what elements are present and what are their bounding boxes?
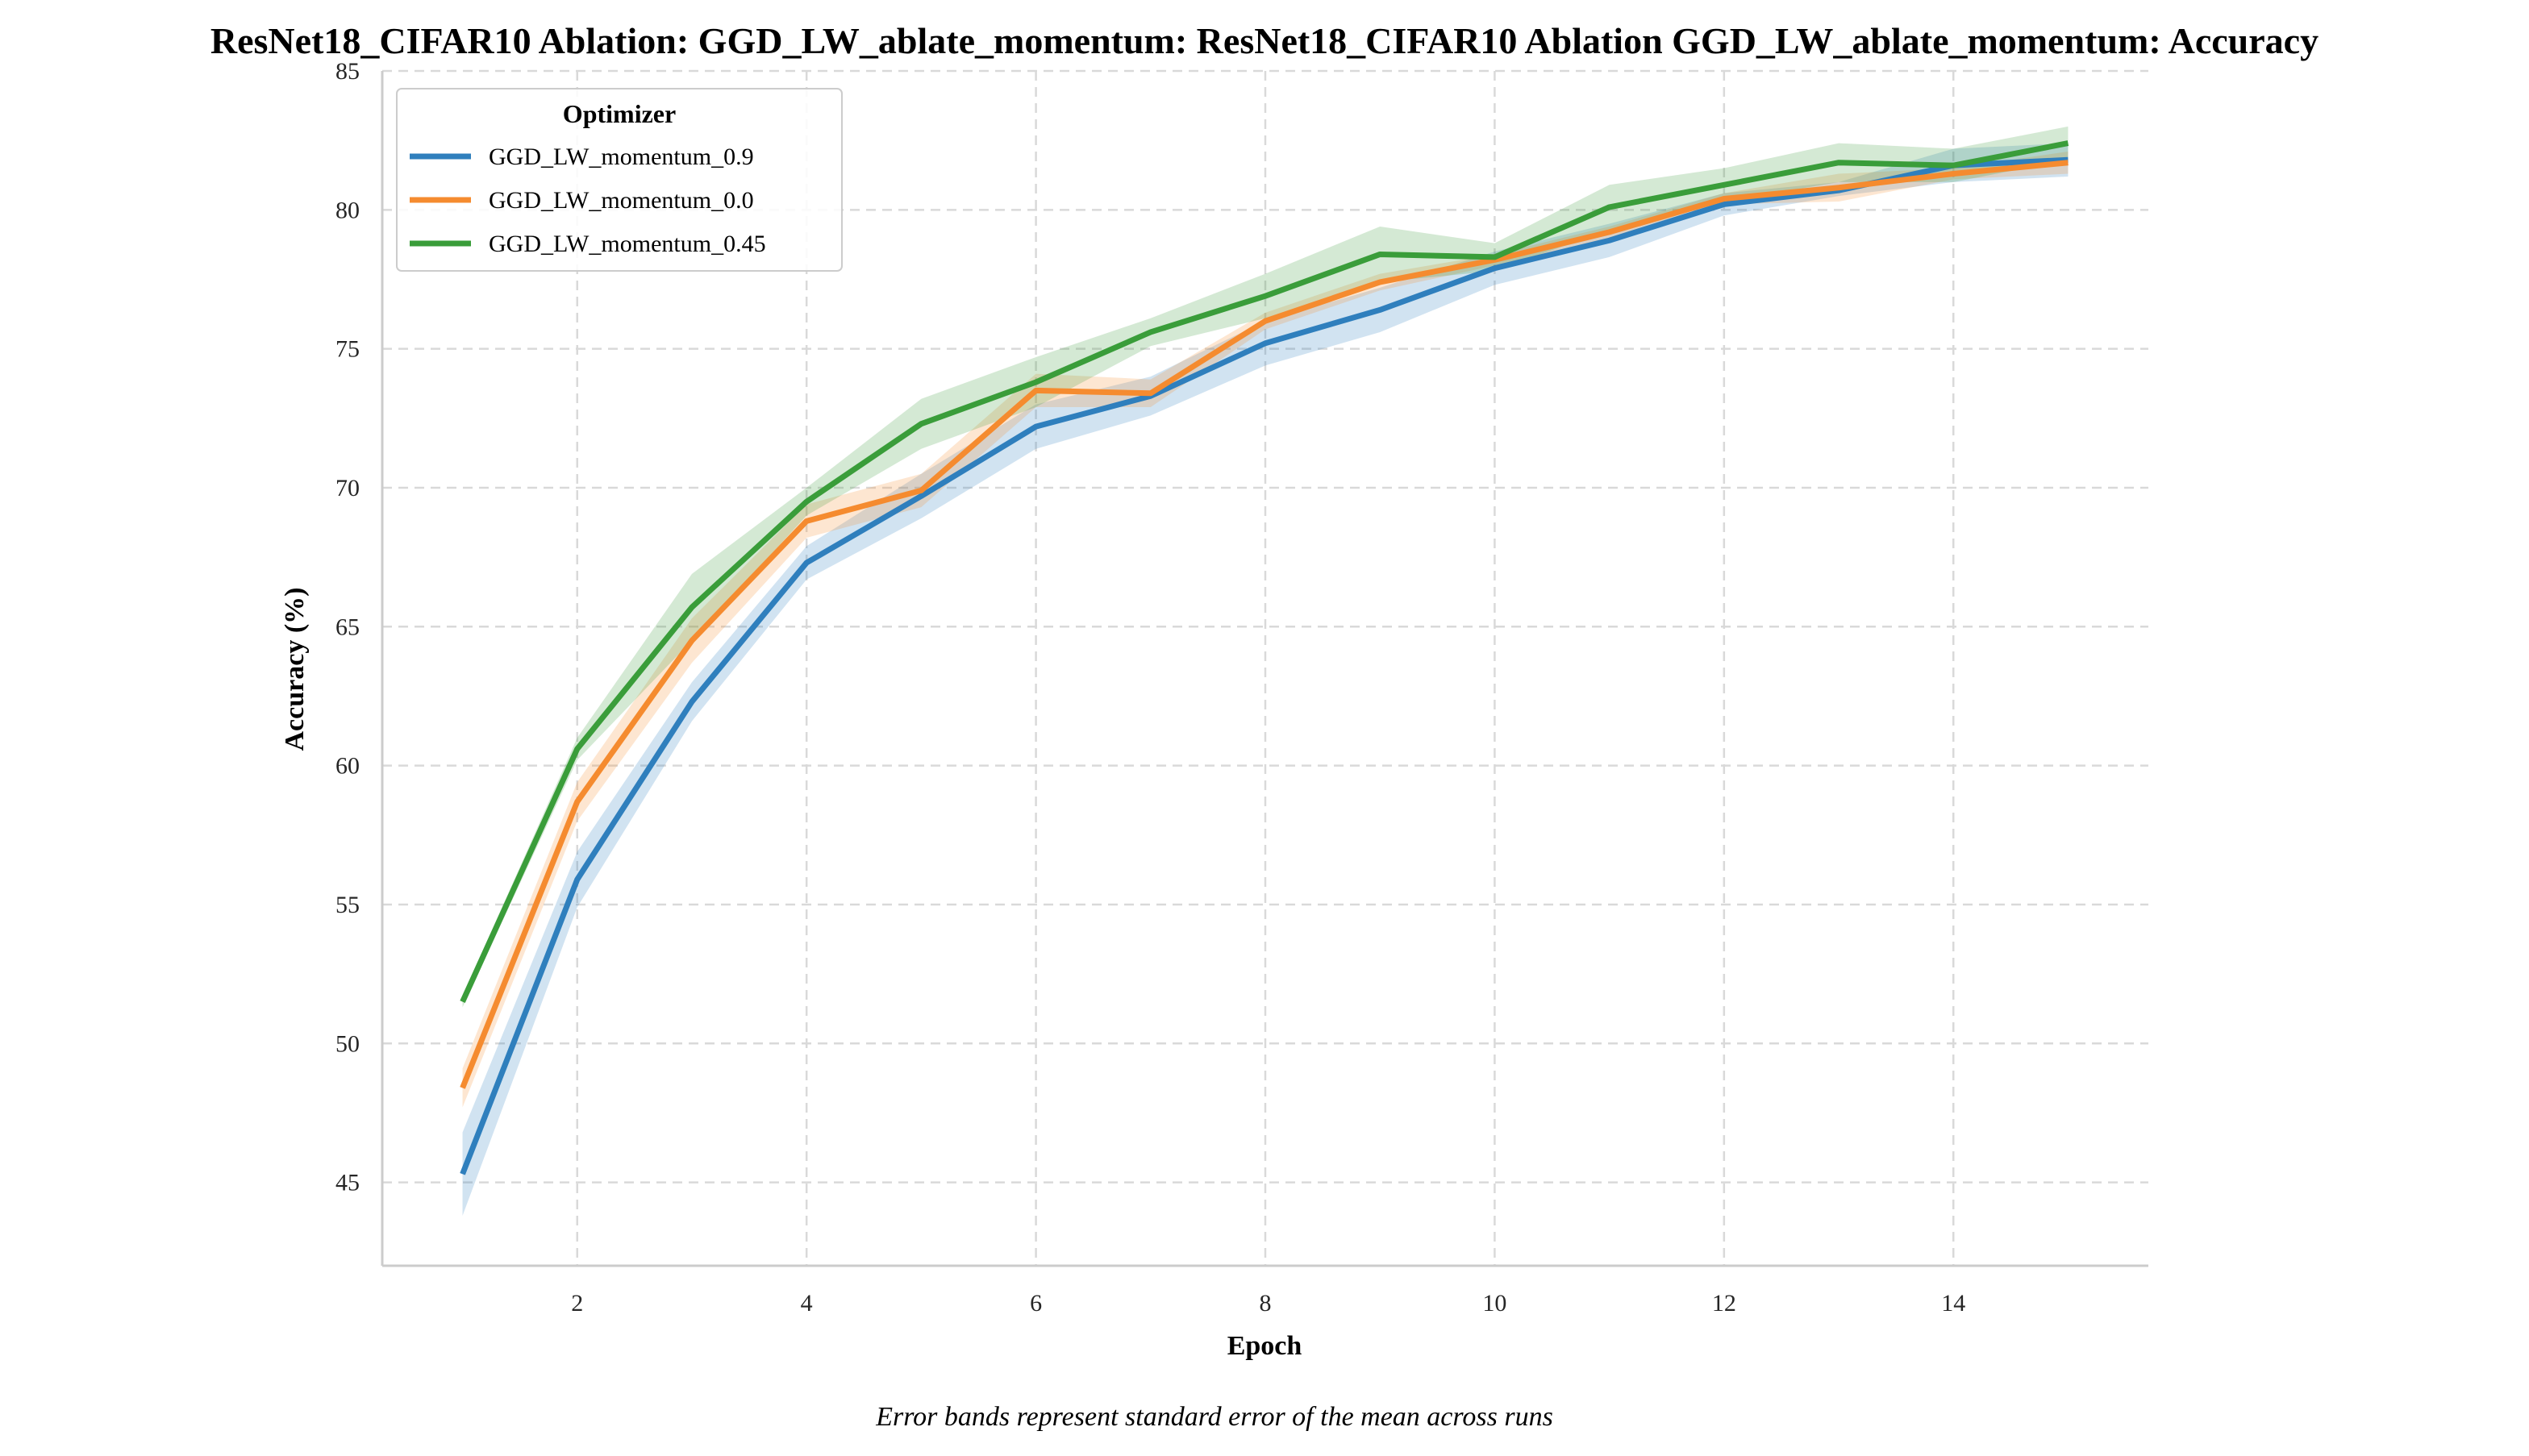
legend-title: Optimizer bbox=[563, 99, 676, 128]
series-line bbox=[460, 156, 2069, 1175]
x-tick-labels: 2 4 6 8 10 12 14 bbox=[571, 1290, 1965, 1317]
y-tick-label: 45 bbox=[335, 1170, 360, 1196]
x-tick-label: 6 bbox=[1030, 1290, 1042, 1317]
chart-caption: Error bands represent standard error of … bbox=[875, 1402, 1553, 1432]
legend: Optimizer GGD_LW_momentum_0.9 GGD_LW_mome… bbox=[396, 88, 843, 272]
y-tick-label: 50 bbox=[335, 1030, 360, 1057]
x-tick-label: 12 bbox=[1712, 1290, 1736, 1317]
error-band bbox=[462, 126, 2069, 1008]
y-axis-label: Accuracy (%) bbox=[280, 588, 310, 751]
y-tick-label: 85 bbox=[335, 58, 360, 85]
error-band bbox=[462, 143, 2069, 1216]
y-tick-label: 80 bbox=[335, 197, 360, 223]
y-tick-label: 65 bbox=[335, 614, 360, 640]
y-tick-label: 55 bbox=[335, 892, 360, 918]
axes bbox=[381, 71, 2148, 1267]
y-tick-label: 60 bbox=[335, 753, 360, 780]
error-bands bbox=[462, 126, 2069, 1216]
chart-title: ResNet18_CIFAR10 Ablation: GGD_LW_ablate… bbox=[210, 20, 2319, 61]
legend-entry: GGD_LW_momentum_0.45 bbox=[489, 231, 766, 257]
legend-frame bbox=[396, 88, 843, 272]
x-tick-label: 2 bbox=[571, 1290, 583, 1317]
legend-entry: GGD_LW_momentum_0.9 bbox=[489, 144, 754, 170]
y-tick-label: 75 bbox=[335, 336, 360, 363]
y-tick-labels: 45 50 55 60 65 70 75 80 85 bbox=[335, 58, 360, 1196]
x-tick-label: 14 bbox=[1941, 1290, 1965, 1317]
series-line bbox=[460, 140, 2069, 1004]
x-tick-label: 8 bbox=[1260, 1290, 1272, 1317]
x-tick-label: 10 bbox=[1482, 1290, 1506, 1317]
x-tick-label: 4 bbox=[801, 1290, 813, 1317]
y-tick-label: 70 bbox=[335, 475, 360, 501]
legend-entry: GGD_LW_momentum_0.0 bbox=[489, 187, 754, 214]
x-axis-label: Epoch bbox=[1227, 1331, 1302, 1361]
series-line bbox=[460, 160, 2069, 1089]
grid-lines bbox=[382, 69, 2148, 1266]
series-lines bbox=[460, 140, 2069, 1175]
